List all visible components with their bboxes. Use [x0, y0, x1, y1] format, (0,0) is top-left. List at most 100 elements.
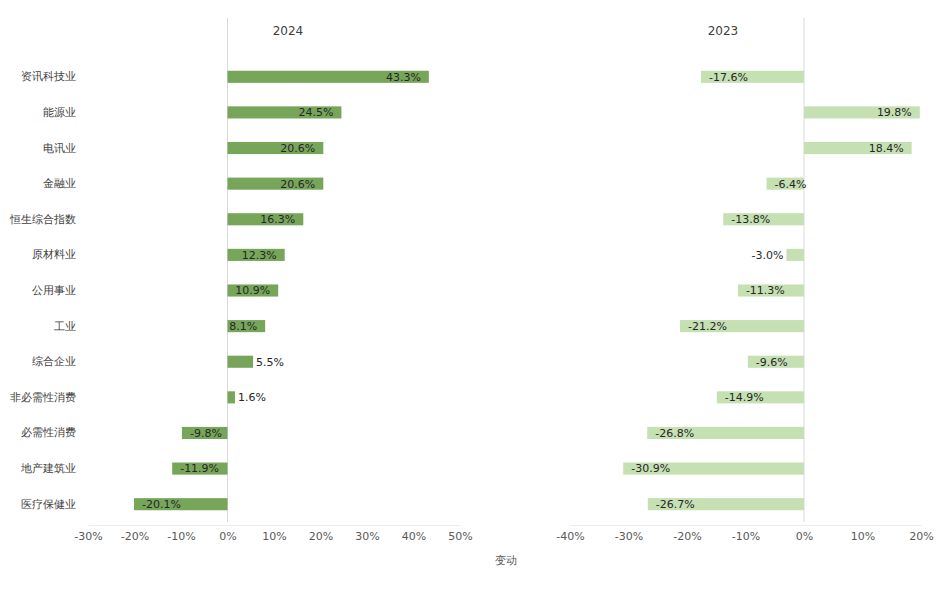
category-label: 综合企业 [32, 355, 76, 368]
data-label: -11.3% [746, 284, 785, 297]
tick: 30% [355, 525, 379, 543]
bar [648, 498, 804, 510]
tick: 0% [219, 525, 236, 543]
bars [134, 71, 429, 510]
data-label: 16.3% [260, 213, 295, 226]
tick-label: 10% [851, 530, 875, 543]
bars [623, 71, 920, 510]
bar [623, 463, 804, 475]
data-label: -20.1% [142, 498, 181, 511]
tick-label: 40% [402, 530, 426, 543]
tick: 恒生综合指数 [9, 213, 76, 226]
category-label: 金融业 [43, 177, 76, 190]
bar [228, 213, 304, 225]
tick-label: 50% [448, 530, 472, 543]
tick: -30% [615, 525, 643, 543]
tick-label: 20% [909, 530, 933, 543]
tick: -10% [167, 525, 195, 543]
x-axis: -30% -20% -10% 0% 10% 20% 30% 40% 50% [74, 525, 472, 543]
data-label: -30.9% [631, 462, 670, 475]
tick-label: 20% [309, 530, 333, 543]
data-label: 20.6% [280, 178, 315, 191]
tick-label: 0% [796, 530, 813, 543]
data-label: -11.9% [180, 462, 219, 475]
x-axis: -40% -30% -20% -10% 0% 10% 20% [556, 525, 933, 543]
bar [172, 463, 227, 475]
category-label: 医疗保健业 [21, 498, 76, 511]
data-labels: 43.3%24.5%20.6%20.6%16.3%12.3%10.9%8.1%5… [142, 71, 421, 511]
data-label: -9.8% [190, 427, 222, 440]
axis-line [89, 525, 461, 526]
data-label: 20.6% [280, 142, 315, 155]
category-label: 恒生综合指数 [9, 213, 76, 226]
bar [748, 356, 804, 368]
panel-title: 2023 [708, 24, 739, 38]
axis-line [76, 60, 77, 523]
zero-line [227, 18, 228, 522]
tick: 10% [262, 525, 286, 543]
data-label: -14.9% [725, 391, 764, 404]
tick: 金融业 [43, 177, 76, 190]
data-label: -21.2% [688, 320, 727, 333]
bar [738, 284, 804, 296]
tick: 20% [309, 525, 333, 543]
category-label: 工业 [54, 320, 76, 333]
tick: -30% [74, 525, 102, 543]
tick-label: -10% [732, 530, 760, 543]
data-label: 24.5% [298, 106, 333, 119]
data-label: 10.9% [235, 284, 270, 297]
bar [804, 142, 912, 154]
tick-label: -20% [121, 530, 149, 543]
bar [228, 249, 285, 261]
data-label: -13.8% [731, 213, 770, 226]
data-label: 18.4% [869, 142, 904, 155]
chart-root: 2024 -30% -20% -10% 0% 10% 20% 30% 40% 50% 资讯科技业能源… [0, 0, 951, 589]
tick: 必需性消费 [21, 426, 76, 439]
tick: 20% [909, 525, 933, 543]
bar [647, 427, 804, 439]
data-label: 1.6% [238, 391, 266, 404]
tick-label: -20% [673, 530, 701, 543]
data-label: -3.0% [752, 249, 784, 262]
tick: 0% [796, 525, 813, 543]
tick: -40% [556, 525, 584, 543]
tick: 工业 [54, 320, 76, 333]
data-label: 5.5% [256, 356, 284, 369]
bar [228, 178, 324, 190]
category-label: 非必需性消费 [10, 391, 76, 404]
data-label: 19.8% [877, 106, 912, 119]
tick: 非必需性消费 [10, 391, 76, 404]
y-axis: 资讯科技业能源业电讯业金融业恒生综合指数原材料业公用事业工业综合企业非必需性消费… [9, 60, 77, 523]
zero-line [804, 18, 805, 522]
category-label: 原材料业 [32, 248, 76, 261]
panel: 2023 -40% -30% -20% -10% 0% 10% 20% -17.6% 19.8% 1… [556, 18, 933, 543]
tick: 50% [448, 525, 472, 543]
tick: 地产建筑业 [20, 462, 76, 475]
tick-label: -30% [74, 530, 102, 543]
tick: 电讯业 [43, 142, 76, 155]
data-label: -9.6% [756, 356, 788, 369]
panel: 2024 -30% -20% -10% 0% 10% 20% 30% 40% 50% 资讯科技业能源… [9, 18, 473, 543]
tick: 资讯科技业 [21, 70, 76, 83]
bar [182, 427, 228, 439]
category-label: 公用事业 [32, 284, 76, 297]
bar [786, 249, 804, 261]
tick-label: -10% [167, 530, 195, 543]
data-label: -6.4% [775, 178, 807, 191]
data-label: 8.1% [229, 320, 257, 333]
bar [228, 320, 266, 332]
panel-title: 2024 [273, 24, 304, 38]
tick-label: -30% [615, 530, 643, 543]
bar [228, 356, 254, 368]
bar [680, 320, 804, 332]
bar [717, 391, 804, 403]
tick: 能源业 [43, 106, 76, 119]
category-label: 电讯业 [43, 142, 76, 155]
category-label: 资讯科技业 [21, 70, 76, 83]
data-label: 43.3% [386, 71, 421, 84]
data-label: -17.6% [709, 71, 748, 84]
x-axis-title: 变动 [495, 554, 517, 567]
tick-label: -40% [556, 530, 584, 543]
tick: -20% [673, 525, 701, 543]
tick-label: 30% [355, 530, 379, 543]
